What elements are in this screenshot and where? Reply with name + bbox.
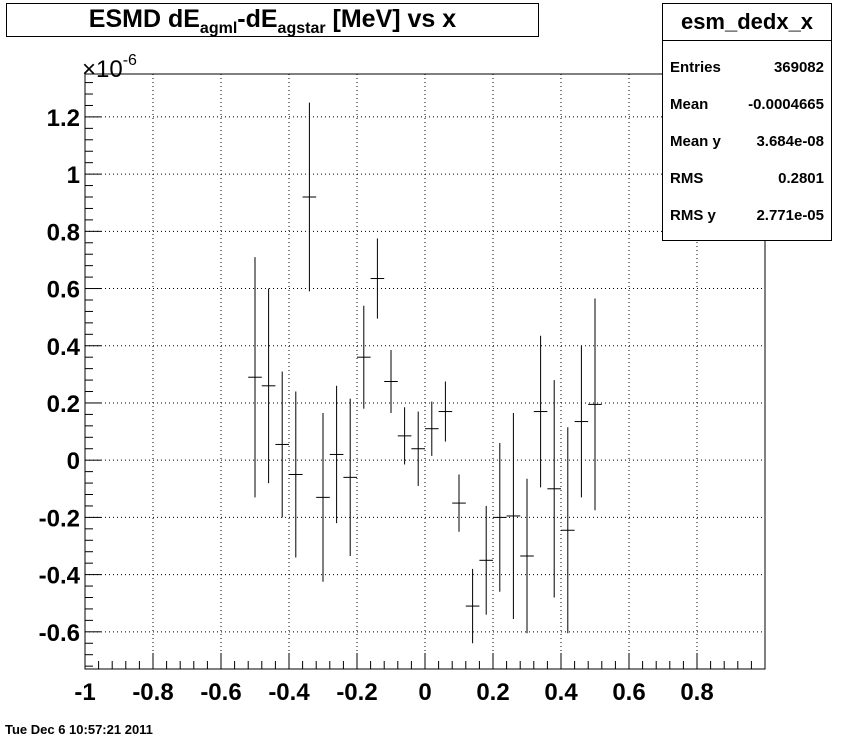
x-tick-label: -0.4 [268, 679, 310, 706]
data-point [493, 443, 507, 592]
chart-title: ESMD dEagml-dEagstar [MeV] vs x [6, 3, 539, 37]
y-tick-label: 0.4 [47, 334, 81, 361]
data-point [411, 411, 425, 486]
stats-row-mean: Mean -0.0004665 [670, 95, 824, 115]
x-tick-label: 0.4 [544, 679, 578, 706]
y-tick-label: 0.2 [47, 391, 80, 418]
y-tick-label: -0.6 [39, 620, 80, 647]
stats-value: 2.771e-05 [756, 207, 824, 224]
data-point [384, 350, 398, 413]
data-point [588, 298, 602, 511]
y-tick-label: 1.2 [47, 105, 80, 132]
x-tick-labels: -1 -0.8 -0.6 -0.4 -0.2 0 0.2 0.4 0.6 0.8 [74, 679, 713, 706]
data-point [574, 345, 589, 498]
x-tick-label: -0.6 [200, 679, 241, 706]
data-point [370, 238, 385, 319]
data-point [316, 412, 330, 582]
data-point [452, 474, 466, 532]
data-points [248, 102, 602, 644]
stats-value: -0.0004665 [748, 96, 824, 113]
exponent-base: ×10 [82, 56, 123, 83]
stats-key: RMS y [670, 207, 716, 224]
data-point [561, 427, 575, 634]
x-tick-label: -1 [74, 679, 95, 706]
data-point [302, 102, 317, 292]
stats-row-mean-y: Mean y 3.684e-08 [670, 132, 824, 152]
y-tick-labels: -0.6 -0.4 -0.2 0 0.2 0.4 0.6 0.8 1 1.2 [39, 105, 81, 647]
grid-lines [84, 74, 765, 669]
y-axis-exponent: ×10-6 [82, 46, 137, 85]
stats-key: Entries [670, 59, 721, 76]
title-sub-1: agml [199, 20, 238, 37]
exponent-power: -6 [122, 52, 137, 69]
stats-key: Mean [670, 96, 709, 113]
data-point [438, 381, 453, 442]
x-tick-label: 0.2 [476, 679, 509, 706]
title-part-2: -dE [237, 5, 278, 33]
x-tick-label: 0.8 [680, 679, 713, 706]
x-tick-label: 0 [418, 679, 431, 706]
title-part-1: ESMD dE [88, 5, 200, 33]
y-tick-label: 0.6 [47, 277, 80, 304]
y-tick-label: 0.8 [47, 219, 80, 246]
data-point [329, 385, 344, 524]
stats-box: esm_dedx_x Entries 369082 Mean -0.000466… [662, 3, 832, 241]
y-tick-label: -0.2 [39, 505, 80, 532]
stats-title: esm_dedx_x [663, 4, 831, 41]
data-point [465, 568, 480, 644]
stats-value: 369082 [773, 59, 824, 76]
data-point [479, 505, 493, 615]
data-point [547, 380, 561, 598]
stats-row-rms: RMS 0.2801 [670, 169, 824, 189]
data-point [357, 305, 371, 409]
data-point [261, 288, 276, 484]
data-point [275, 371, 289, 518]
data-point [425, 401, 439, 456]
data-point [520, 478, 534, 634]
data-point [289, 391, 303, 558]
data-point [397, 407, 412, 465]
data-point [343, 398, 357, 557]
y-tick-label: 0 [67, 448, 80, 475]
stats-value: 3.684e-08 [756, 133, 824, 150]
data-point [248, 257, 262, 498]
x-tick-label: 0.6 [612, 679, 645, 706]
stats-row-entries: Entries 369082 [670, 58, 824, 78]
stats-row-rms-y: RMS y 2.771e-05 [670, 206, 824, 226]
x-tick-label: -0.8 [132, 679, 173, 706]
y-tick-label: 1 [67, 162, 80, 189]
y-tick-label: -0.4 [39, 563, 81, 590]
data-point [506, 412, 521, 619]
x-tick-label: -0.2 [336, 679, 377, 706]
data-point [533, 335, 548, 488]
axis-ticks [84, 82, 766, 669]
title-sub-2: agstar [277, 20, 326, 37]
stats-key: Mean y [670, 133, 721, 150]
stats-value: 0.2801 [778, 170, 824, 187]
timestamp: Tue Dec 6 10:57:21 2011 [5, 722, 153, 737]
stats-key: RMS [670, 170, 704, 187]
title-part-3: [MeV] vs x [325, 5, 457, 33]
